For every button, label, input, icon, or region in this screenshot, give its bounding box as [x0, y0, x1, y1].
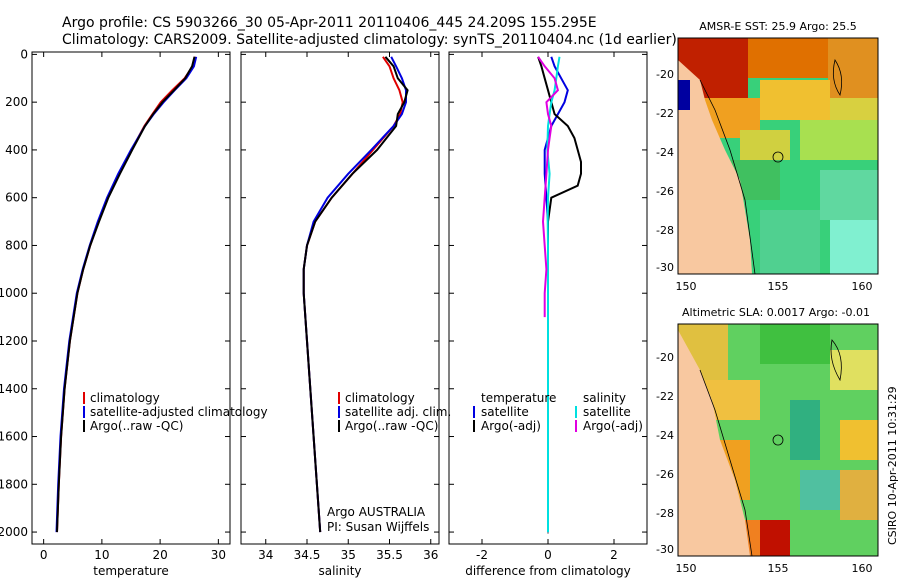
- x-tick-label: 0: [544, 548, 552, 562]
- legend-label: Argo(-adj): [481, 419, 541, 433]
- x-tick-label: 20: [152, 548, 167, 562]
- svg-text:155: 155: [768, 562, 789, 575]
- y-tick-label: 400: [5, 143, 28, 157]
- x-tick-label: 36: [423, 548, 438, 562]
- header-line1: Argo profile: CS 5903266_30 05-Apr-2011 …: [62, 15, 597, 31]
- salinity-axes: [240, 51, 440, 545]
- y-tick-label: 1400: [0, 382, 28, 396]
- sla-map-ticks: 150 155 160 -20 -22 -24 -26 -28 -30: [656, 351, 872, 575]
- x-tick-label: 0: [40, 548, 48, 562]
- x-tick-label: 30: [211, 548, 226, 562]
- x-tick-label: 35: [341, 548, 356, 562]
- svg-text:155: 155: [768, 280, 789, 293]
- y-tick-label: 1000: [0, 286, 28, 300]
- x-tick-label: 10: [94, 548, 109, 562]
- x-tick-label: 35.5: [376, 548, 403, 562]
- legend-label: Argo(-adj): [583, 419, 643, 433]
- sst-map-title: AMSR-E SST: 25.9 Argo: 25.5: [699, 20, 857, 33]
- credit-stamp: CSIRO 10-Apr-2011 10:31:29: [886, 386, 899, 545]
- x-tick-label: 34.5: [294, 548, 321, 562]
- y-tick-label: 1200: [0, 334, 28, 348]
- legend-label: Argo(..raw -QC): [90, 419, 183, 433]
- svg-text:-22: -22: [656, 390, 674, 403]
- svg-text:-20: -20: [656, 351, 674, 364]
- series-line-argo-raw-qc-: [56, 56, 196, 533]
- temperature-legend: climatology satellite-adjusted climatolo…: [83, 391, 268, 433]
- y-tick-label: 1600: [0, 430, 28, 444]
- temperature-xlabel: temperature: [93, 564, 168, 578]
- legend-label: satellite: [583, 405, 631, 419]
- y-tick-label: 0: [20, 47, 28, 61]
- float-pi: PI: Susan Wijffels: [327, 520, 429, 534]
- series-line-argo-raw-qc-: [302, 56, 409, 533]
- y-tick-label: 600: [5, 191, 28, 205]
- salinity-legend: climatology satellite adj. clim. Argo(..…: [327, 391, 451, 534]
- y-tick-label: 2000: [0, 525, 28, 539]
- profile-lines: [55, 56, 582, 534]
- svg-text:-20: -20: [656, 68, 674, 81]
- legend-header-salinity: salinity: [583, 391, 626, 405]
- coast-cell: [678, 80, 690, 110]
- legend-label: climatology: [345, 391, 415, 405]
- legend-label: satellite: [481, 405, 529, 419]
- svg-text:-28: -28: [656, 224, 674, 237]
- legend-label: satellite adj. clim.: [345, 405, 451, 419]
- svg-text:160: 160: [852, 562, 873, 575]
- sla-map: [677, 323, 879, 557]
- sst-map-ticks: 150 155 160 -20 -22 -24 -26 -28 -30: [656, 68, 872, 293]
- svg-text:150: 150: [676, 280, 697, 293]
- legend-label: Argo(..raw -QC): [345, 419, 438, 433]
- x-tick-label: 34: [258, 548, 273, 562]
- x-tick-label: -2: [476, 548, 488, 562]
- svg-text:150: 150: [676, 562, 697, 575]
- svg-text:-26: -26: [656, 185, 674, 198]
- difference-xlabel: difference from climatology: [465, 564, 631, 578]
- legend-label: climatology: [90, 391, 160, 405]
- sla-map-title: Altimetric SLA: 0.0017 Argo: -0.01: [682, 306, 870, 319]
- float-program: Argo AUSTRALIA: [327, 505, 426, 519]
- svg-text:-30: -30: [656, 261, 674, 274]
- svg-text:-24: -24: [656, 429, 674, 442]
- sst-map: [677, 37, 879, 275]
- svg-text:-30: -30: [656, 543, 674, 556]
- land-australia: [678, 330, 750, 556]
- legend-label: satellite-adjusted climatology: [90, 405, 268, 419]
- svg-text:-22: -22: [656, 107, 674, 120]
- svg-text:160: 160: [852, 280, 873, 293]
- x-tick-label: 2: [610, 548, 618, 562]
- y-tick-label: 1800: [0, 477, 28, 491]
- y-tick-label: 800: [5, 238, 28, 252]
- argo-location-marker: [772, 434, 784, 446]
- svg-text:-26: -26: [656, 468, 674, 481]
- axis-ticks: 0 10 20 30020040060080010001200140016001800…: [0, 47, 647, 562]
- argo-location-marker: [772, 151, 784, 163]
- svg-text:-24: -24: [656, 146, 674, 159]
- series-line-salinity-argo-adj-: [537, 56, 560, 318]
- svg-text:-28: -28: [656, 507, 674, 520]
- difference-legend: temperature salinity satellite Argo(-adj…: [473, 391, 643, 433]
- y-tick-label: 200: [5, 95, 28, 109]
- land-australia: [678, 60, 752, 274]
- salinity-xlabel: salinity: [318, 564, 361, 578]
- legend-header-temperature: temperature: [481, 391, 556, 405]
- header-line2: Climatology: CARS2009. Satellite-adjuste…: [62, 32, 677, 48]
- temperature-axes: [31, 51, 231, 545]
